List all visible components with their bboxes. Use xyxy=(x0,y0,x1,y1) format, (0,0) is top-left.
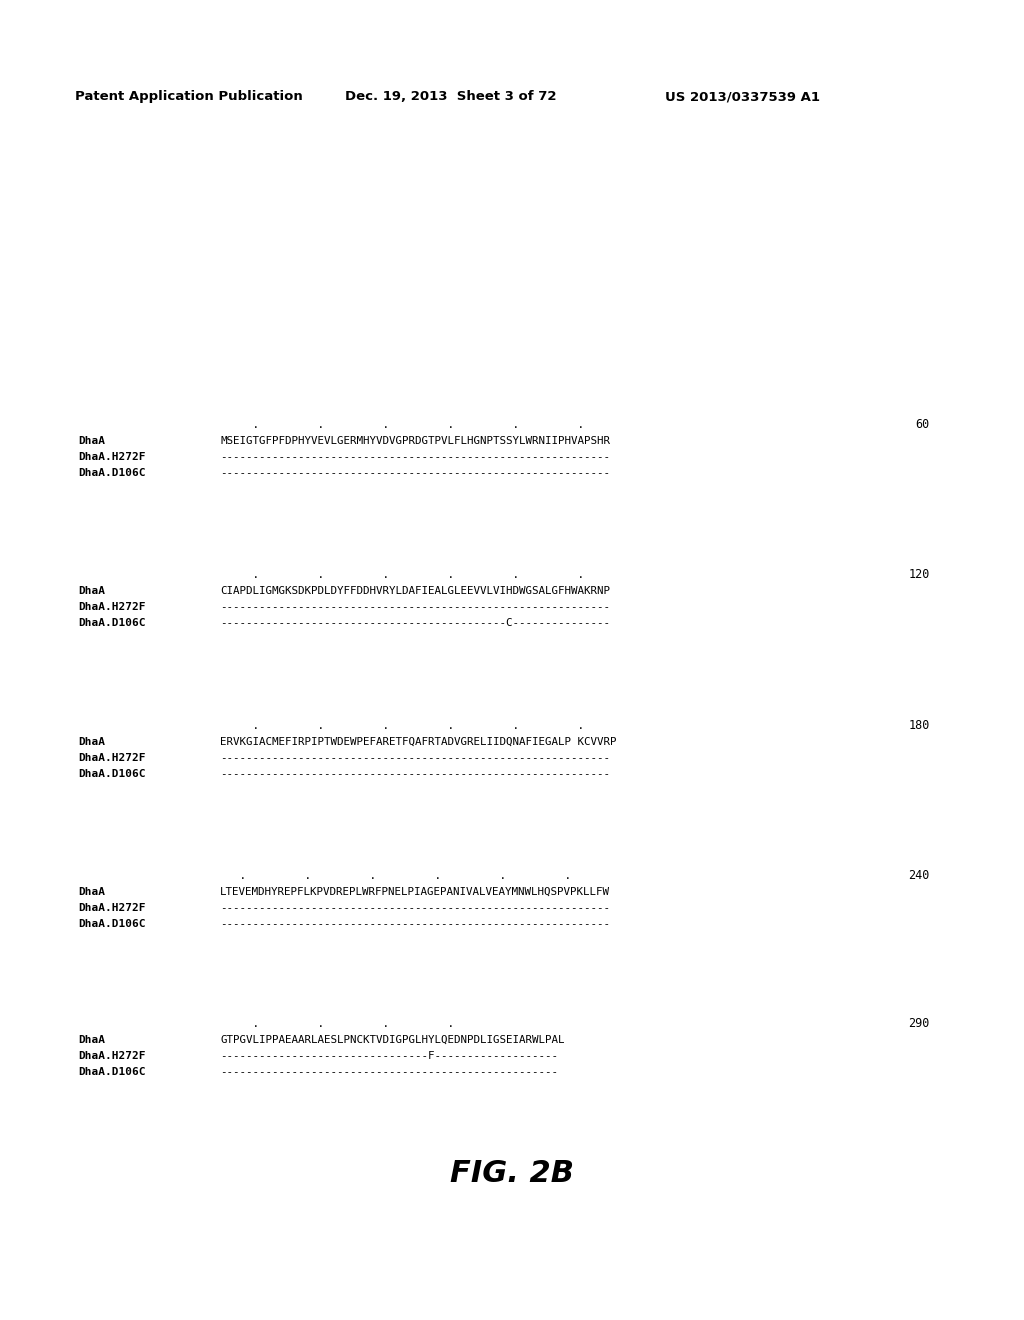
Text: ------------------------------------------------------------: ----------------------------------------… xyxy=(220,467,610,478)
Text: DhaA: DhaA xyxy=(78,1035,104,1045)
Text: 120: 120 xyxy=(908,568,930,581)
Text: DhaA: DhaA xyxy=(78,436,104,446)
Text: ------------------------------------------------------------: ----------------------------------------… xyxy=(220,768,610,779)
Text: .         .         .         .         .         .: . . . . . . xyxy=(220,570,610,581)
Text: DhaA.H272F: DhaA.H272F xyxy=(78,451,145,462)
Text: LTEVEMDHYREPFLKPVDREPLWRFPNELPIAGEPANIVALVEAYMNWLHQSPVPKLLFW: LTEVEMDHYREPFLKPVDREPLWRFPNELPIAGEPANIVA… xyxy=(220,887,610,898)
Text: DhaA: DhaA xyxy=(78,737,104,747)
Text: ERVKGIACMEFIRPIPTWDEWPEFARETFQAFRTADVGRELIIDQNAFIEGALP KCVVRP: ERVKGIACMEFIRPIPTWDEWPEFARETFQAFRTADVGRE… xyxy=(220,737,616,747)
Text: --------------------------------------------C---------------: ----------------------------------------… xyxy=(220,618,610,628)
Text: 240: 240 xyxy=(908,869,930,882)
Text: DhaA.H272F: DhaA.H272F xyxy=(78,602,145,612)
Text: DhaA.D106C: DhaA.D106C xyxy=(78,1067,145,1077)
Text: ------------------------------------------------------------: ----------------------------------------… xyxy=(220,602,610,612)
Text: .         .         .         .         .         .: . . . . . . xyxy=(220,871,610,882)
Text: DhaA.H272F: DhaA.H272F xyxy=(78,1051,145,1061)
Text: US 2013/0337539 A1: US 2013/0337539 A1 xyxy=(665,90,820,103)
Text: DhaA.D106C: DhaA.D106C xyxy=(78,768,145,779)
Text: 290: 290 xyxy=(908,1016,930,1030)
Text: ----------------------------------------------------: ----------------------------------------… xyxy=(220,1067,558,1077)
Text: 60: 60 xyxy=(915,417,930,430)
Text: DhaA.D106C: DhaA.D106C xyxy=(78,919,145,929)
Text: .         .         .         .: . . . . xyxy=(220,1019,480,1030)
Text: MSEIGTGFPFDPHYVEVLGERMHYVDVGPRDGTPVLFLHGNPTSSYLWRNIIPHVAPSHR: MSEIGTGFPFDPHYVEVLGERMHYVDVGPRDGTPVLFLHG… xyxy=(220,436,610,446)
Text: DhaA.D106C: DhaA.D106C xyxy=(78,618,145,628)
Text: .         .         .         .         .         .: . . . . . . xyxy=(220,420,610,430)
Text: ------------------------------------------------------------: ----------------------------------------… xyxy=(220,451,610,462)
Text: ------------------------------------------------------------: ----------------------------------------… xyxy=(220,903,610,913)
Text: Dec. 19, 2013  Sheet 3 of 72: Dec. 19, 2013 Sheet 3 of 72 xyxy=(345,90,556,103)
Text: DhaA: DhaA xyxy=(78,887,104,898)
Text: FIG. 2B: FIG. 2B xyxy=(450,1159,574,1188)
Text: ------------------------------------------------------------: ----------------------------------------… xyxy=(220,919,610,929)
Text: DhaA.D106C: DhaA.D106C xyxy=(78,467,145,478)
Text: Patent Application Publication: Patent Application Publication xyxy=(75,90,303,103)
Text: 180: 180 xyxy=(908,718,930,731)
Text: .         .         .         .         .         .: . . . . . . xyxy=(220,721,610,731)
Text: DhaA.H272F: DhaA.H272F xyxy=(78,903,145,913)
Text: ------------------------------------------------------------: ----------------------------------------… xyxy=(220,752,610,763)
Text: GTPGVLIPPAEAARLAESLPNCKTVDIGPGLHYLQEDNPDLIGSEIARWLPAL: GTPGVLIPPAEAARLAESLPNCKTVDIGPGLHYLQEDNPD… xyxy=(220,1035,564,1045)
Text: --------------------------------F-------------------: --------------------------------F-------… xyxy=(220,1051,558,1061)
Text: CIAPDLIGMGKSDKPDLDYFFDDHVRYLDAFIEALGLEEVVLVIHDWGSALGFHWAKRNP: CIAPDLIGMGKSDKPDLDYFFDDHVRYLDAFIEALGLEEV… xyxy=(220,586,610,597)
Text: DhaA.H272F: DhaA.H272F xyxy=(78,752,145,763)
Text: DhaA: DhaA xyxy=(78,586,104,597)
